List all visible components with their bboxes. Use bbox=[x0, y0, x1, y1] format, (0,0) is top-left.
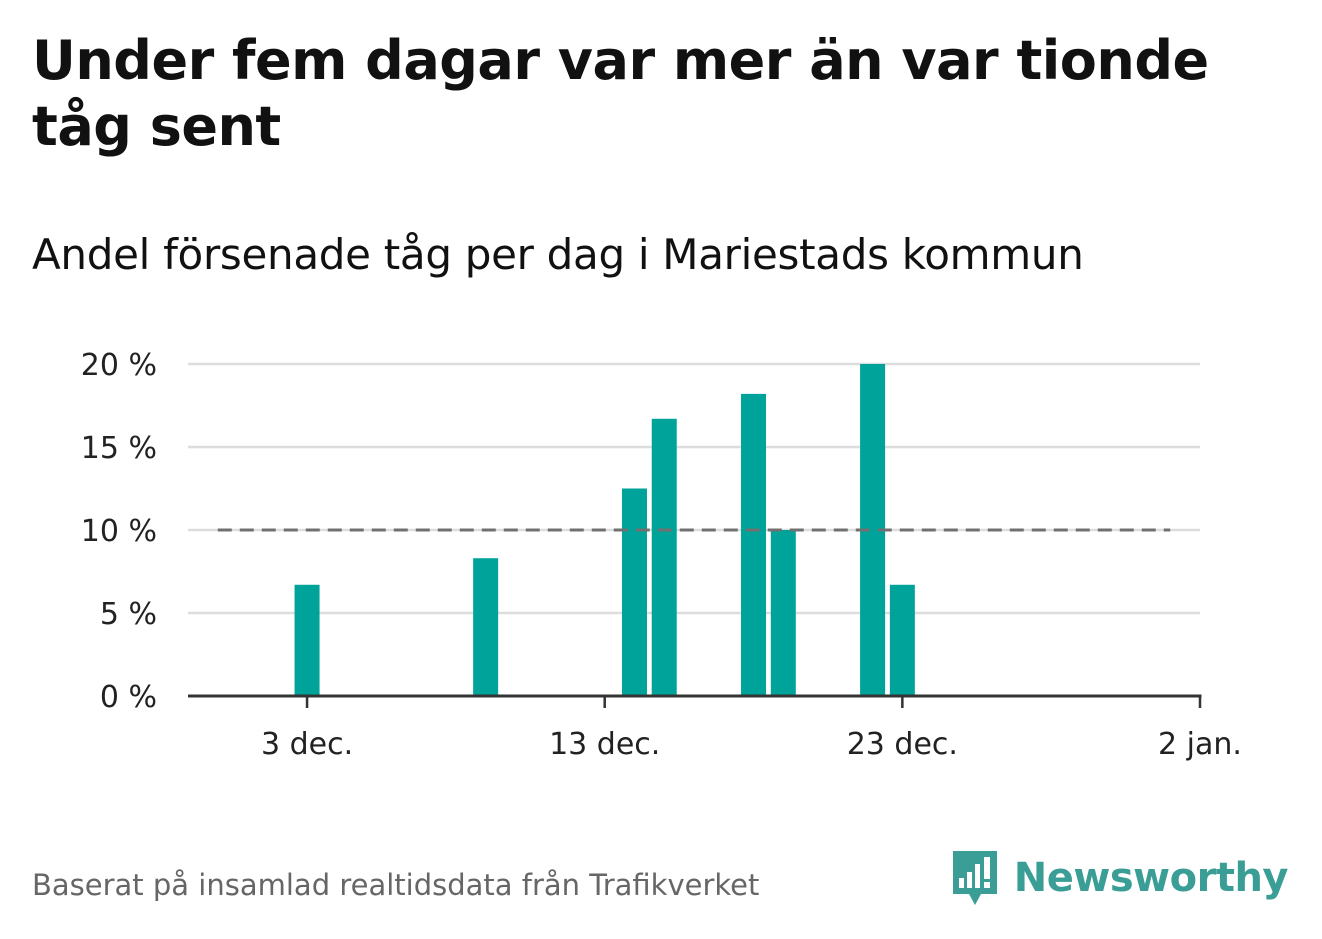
bar bbox=[621, 488, 647, 696]
x-tick-label: 23 dec. bbox=[847, 727, 958, 762]
y-tick-label: 5 % bbox=[100, 597, 157, 632]
y-tick-label: 15 % bbox=[81, 431, 157, 466]
y-tick-label: 10 % bbox=[81, 514, 157, 549]
x-tick-label: 13 dec. bbox=[549, 727, 660, 762]
bar-chart: 0 % 5 % 10 % 15 % 20 % 3 dec. 13 dec. 23 dec. 2… bbox=[81, 348, 1242, 762]
bar bbox=[473, 558, 499, 696]
y-axis-labels: 0 % 5 % 10 % 15 % 20 % bbox=[81, 348, 157, 715]
chart-subtitle: Andel försenade tåg per dag i Mariestads… bbox=[32, 230, 1084, 279]
x-tick-label: 2 jan. bbox=[1158, 727, 1242, 762]
source-note: Baserat på insamlad realtidsdata från Tr… bbox=[32, 868, 760, 902]
brand-logo-group: Newsworthy bbox=[950, 848, 1289, 908]
bar bbox=[889, 584, 915, 696]
chart-title: Under fem dagar var mer än var tionde tå… bbox=[32, 29, 1209, 158]
bar bbox=[651, 418, 677, 696]
y-tick-label: 0 % bbox=[100, 680, 157, 715]
bar bbox=[741, 393, 767, 696]
gridlines bbox=[188, 362, 1200, 615]
y-tick-label: 20 % bbox=[81, 348, 157, 383]
x-axis-labels: 3 dec. 13 dec. 23 dec. 2 jan. bbox=[261, 727, 1242, 762]
bar bbox=[770, 530, 796, 696]
bar-chart-speech-bubble-icon bbox=[952, 851, 997, 905]
x-tick-label: 3 dec. bbox=[261, 727, 353, 762]
x-axis bbox=[188, 694, 1202, 708]
brand-name: Newsworthy bbox=[1013, 855, 1289, 901]
bar bbox=[294, 584, 320, 696]
